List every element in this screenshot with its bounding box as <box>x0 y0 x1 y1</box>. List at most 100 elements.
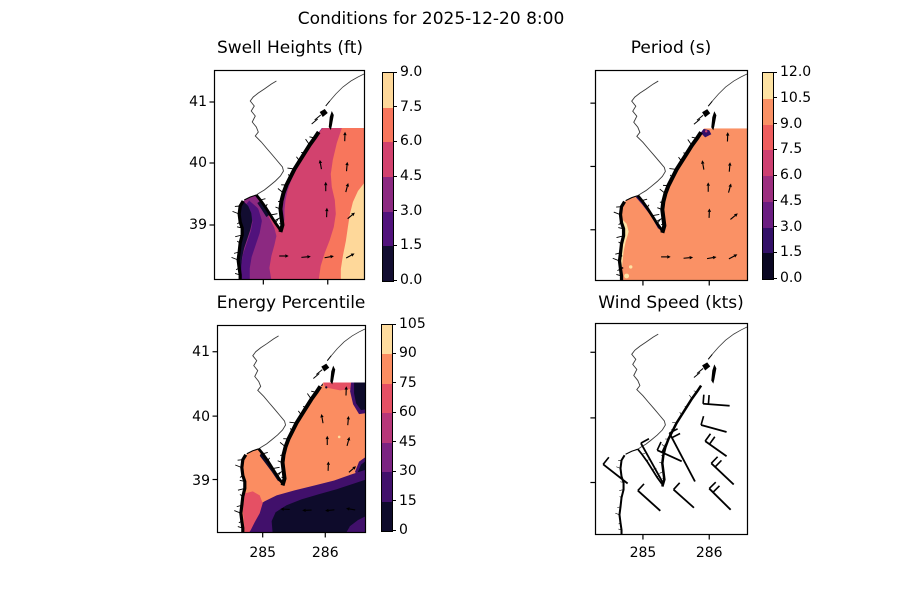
swell-contour-field <box>238 128 365 280</box>
colorbar-band <box>382 413 392 443</box>
colorbar-tick-mark <box>773 174 777 176</box>
coastline <box>615 326 748 535</box>
colorbar-tick-label: 12.0 <box>780 64 812 80</box>
colorbar-tick-mark <box>392 529 396 531</box>
colorbar-tick-mark <box>773 251 777 253</box>
axes-frame <box>216 324 367 534</box>
colorbar-band <box>763 176 773 202</box>
colorbar-tick-mark <box>773 71 777 73</box>
subplot-title-swell: Swell Heights (ft) <box>216 38 364 58</box>
colorbar-tick-mark <box>392 382 396 384</box>
colorbar-band <box>382 354 392 384</box>
colorbar-band <box>383 107 393 143</box>
colorbar-band <box>383 211 393 247</box>
axes-frame <box>213 69 366 281</box>
colorbar-tick-mark <box>393 279 397 281</box>
period-map <box>590 69 749 286</box>
colorbar-tick-label: 4.5 <box>400 168 423 184</box>
colorbar-tick-label: 7.5 <box>780 141 803 158</box>
colorbar-band <box>383 177 393 212</box>
colorbar-tick-mark <box>392 470 396 472</box>
colorbar-band <box>763 150 773 176</box>
colorbar-tick-label: 1.5 <box>780 244 803 261</box>
colorbar-tick-label: 15 <box>399 492 417 509</box>
colorbar-tick-label: 45 <box>399 433 417 450</box>
coastline <box>612 73 748 281</box>
colorbar-tick-mark <box>773 123 777 124</box>
colorbar-tick-mark <box>393 106 397 108</box>
colorbar-tick-mark <box>392 441 396 443</box>
colorbar-tick-label: 0.0 <box>780 270 803 286</box>
subplot-title-wind: Wind Speed (kts) <box>598 293 744 313</box>
y-tick-label: 39 <box>192 473 210 489</box>
x-tick-label: 285 <box>249 545 277 561</box>
colorbar-tick-label: 6.0 <box>400 133 423 150</box>
colorbar-tick-label: 105 <box>399 316 426 332</box>
swell-direction-arrows <box>661 132 738 260</box>
colorbar-tick-label: 9.0 <box>780 115 803 132</box>
colorbar-tick-mark <box>393 175 397 177</box>
colorbar-band <box>382 325 392 355</box>
colorbar-tick-label: 10.5 <box>780 89 812 106</box>
wind-map <box>590 322 749 540</box>
colorbar-tick-label: 3.0 <box>400 202 423 219</box>
energy-colorbar <box>381 324 393 532</box>
colorbar-tick-label: 4.5 <box>780 192 803 209</box>
colorbar-tick-label: 3.0 <box>780 218 803 235</box>
colorbar-band <box>763 227 773 254</box>
y-tick-label: 40 <box>189 155 207 171</box>
subplot-title-period: Period (s) <box>630 38 712 58</box>
colorbar-band <box>382 383 392 414</box>
colorbar-band <box>383 142 393 178</box>
colorbar-band <box>382 442 392 473</box>
colorbar-band <box>763 73 773 99</box>
colorbar-band <box>382 472 392 502</box>
colorbar-tick-label: 75 <box>399 374 417 391</box>
colorbar-tick-label: 6.0 <box>780 167 803 183</box>
x-tick-label: 286 <box>311 545 339 561</box>
colorbar-tick-mark <box>773 277 777 279</box>
colorbar-tick-mark <box>393 140 397 142</box>
colorbar-band <box>383 246 393 282</box>
axes-frame <box>594 69 749 282</box>
colorbar-tick-mark <box>392 411 396 413</box>
colorbar-band <box>382 501 392 531</box>
x-tick-label: 286 <box>695 545 723 561</box>
colorbar-tick-mark <box>393 244 397 246</box>
colorbar-tick-mark <box>773 200 777 202</box>
axes-frame <box>594 322 749 536</box>
figure-title: Conditions for 2025-12-20 8:00 <box>297 9 565 29</box>
x-tick-label: 285 <box>629 545 657 561</box>
coastline <box>234 328 366 533</box>
colorbar-tick-mark <box>393 71 397 73</box>
colorbar-tick-mark <box>773 97 777 99</box>
colorbar-band <box>763 201 773 228</box>
swell-colorbar <box>382 72 394 282</box>
colorbar-tick-label: 1.5 <box>400 237 423 254</box>
colorbar-tick-label: 90 <box>399 345 417 362</box>
subplot-title-energy: Energy Percentile <box>216 293 366 313</box>
colorbar-tick-mark <box>392 352 396 354</box>
y-tick-label: 39 <box>189 217 207 233</box>
y-tick-label: 41 <box>192 344 210 360</box>
colorbar-band <box>763 253 773 279</box>
colorbar-tick-mark <box>393 210 397 212</box>
colorbar-tick-mark <box>773 226 777 227</box>
colorbar-tick-mark <box>773 148 777 150</box>
colorbar-band <box>763 124 773 151</box>
colorbar-band <box>763 98 773 125</box>
colorbar-tick-label: 60 <box>399 404 417 421</box>
swell-direction-arrows <box>279 131 355 259</box>
colorbar-band <box>383 73 393 108</box>
coastline <box>231 73 365 280</box>
colorbar-tick-label: 7.5 <box>400 98 423 115</box>
colorbar-tick-label: 0 <box>399 522 408 538</box>
y-tick-label: 41 <box>189 94 207 110</box>
colorbar-tick-label: 30 <box>399 463 417 480</box>
colorbar-tick-mark <box>392 500 396 502</box>
y-tick-label: 40 <box>192 409 210 425</box>
energy-contour-field <box>240 382 366 533</box>
colorbar-tick-label: 9.0 <box>400 64 423 80</box>
swell-direction-arrows <box>280 386 357 513</box>
